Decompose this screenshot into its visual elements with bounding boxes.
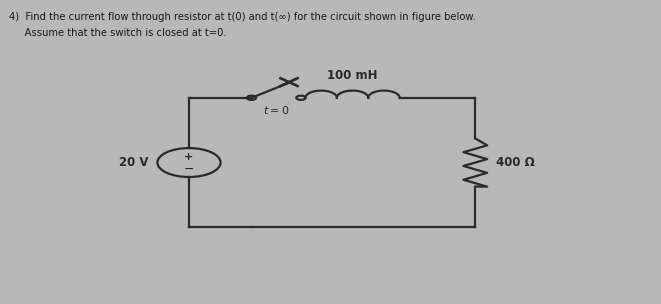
Text: 400 Ω: 400 Ω (496, 156, 535, 169)
Text: 4)  Find the current flow through resistor at t(0) and t(∞) for the circuit show: 4) Find the current flow through resisto… (9, 12, 476, 22)
Text: $t=0$: $t=0$ (263, 104, 290, 116)
Text: −: − (184, 163, 194, 176)
Text: 20 V: 20 V (119, 156, 148, 169)
Text: 100 mH: 100 mH (327, 69, 378, 81)
Text: Assume that the switch is closed at t=0.: Assume that the switch is closed at t=0. (9, 29, 227, 39)
Text: +: + (184, 152, 194, 162)
